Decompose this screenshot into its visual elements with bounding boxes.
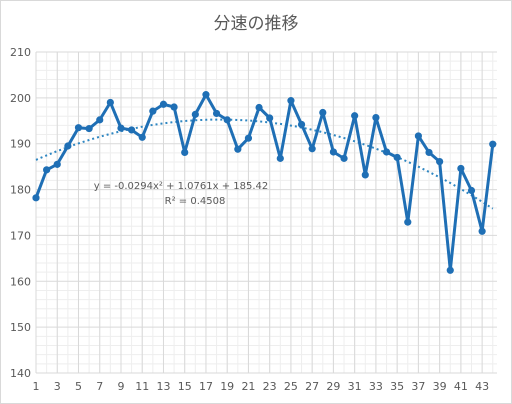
trendline-path bbox=[35, 118, 494, 210]
data-point bbox=[446, 266, 454, 274]
y-tick-label: 140 bbox=[10, 367, 31, 380]
data-point bbox=[43, 166, 51, 174]
x-tick-label: 19 bbox=[220, 380, 234, 393]
x-tick-label: 11 bbox=[135, 380, 149, 393]
data-point bbox=[170, 103, 178, 111]
data-point bbox=[149, 107, 157, 115]
data-point bbox=[138, 133, 146, 141]
x-tick-label: 3 bbox=[54, 380, 61, 393]
x-axis-ticks: 1 3 5 7 9 11 13 15 17 19 21 23 25 27 29 31 33 35 37 39 41 43 bbox=[33, 380, 490, 393]
grid-major bbox=[35, 51, 497, 374]
data-point bbox=[414, 132, 422, 140]
data-point bbox=[393, 153, 401, 162]
y-tick-label: 150 bbox=[10, 321, 31, 334]
x-tick-label: 7 bbox=[96, 380, 103, 393]
x-tick-label: 31 bbox=[348, 380, 362, 393]
data-point bbox=[53, 160, 61, 168]
data-point bbox=[266, 114, 274, 122]
y-tick-label: 170 bbox=[10, 229, 31, 242]
data-point bbox=[425, 148, 433, 157]
trendline-r2: R² = 0.4508 bbox=[165, 196, 226, 207]
chart-title: 分速の推移 bbox=[214, 14, 299, 34]
y-tick-label: 200 bbox=[10, 92, 31, 105]
series-points-group bbox=[32, 91, 497, 274]
series-line-group bbox=[34, 93, 495, 272]
data-point bbox=[404, 218, 412, 226]
trendline-equation: y = -0.0294x² + 1.0761x + 185.42 bbox=[94, 181, 269, 192]
x-tick-label: 23 bbox=[263, 380, 277, 393]
data-point bbox=[467, 186, 476, 195]
trendline bbox=[35, 118, 494, 210]
data-point bbox=[64, 142, 72, 150]
data-point bbox=[319, 108, 327, 117]
data-point bbox=[287, 97, 295, 105]
x-tick-label: 33 bbox=[369, 380, 383, 393]
data-point bbox=[489, 140, 497, 148]
x-tick-label: 15 bbox=[178, 380, 192, 393]
data-point bbox=[212, 109, 221, 118]
x-tick-label: 43 bbox=[475, 380, 489, 393]
x-tick-label: 29 bbox=[326, 380, 340, 393]
x-tick-label: 41 bbox=[454, 380, 468, 393]
data-point bbox=[382, 148, 391, 156]
data-point bbox=[223, 116, 231, 124]
data-point bbox=[234, 145, 242, 153]
data-point bbox=[74, 124, 83, 132]
x-tick-label: 35 bbox=[390, 380, 404, 393]
data-point bbox=[340, 154, 348, 162]
data-point bbox=[181, 148, 189, 157]
data-point bbox=[351, 112, 359, 120]
data-point bbox=[117, 124, 125, 132]
data-point bbox=[159, 100, 168, 108]
data-point bbox=[191, 110, 199, 118]
y-tick-label: 190 bbox=[10, 138, 31, 151]
data-point bbox=[436, 157, 444, 166]
data-point bbox=[329, 148, 338, 156]
grid-minor bbox=[35, 52, 497, 373]
series-line bbox=[34, 93, 495, 272]
data-point bbox=[308, 145, 316, 153]
data-point bbox=[106, 98, 114, 107]
data-point bbox=[202, 91, 210, 99]
y-axis-ticks: 140 150 160 170 180 190 200 210 bbox=[10, 46, 31, 380]
y-tick-label: 210 bbox=[10, 46, 31, 59]
data-point bbox=[255, 103, 263, 112]
x-tick-label: 5 bbox=[75, 380, 82, 393]
x-tick-label: 37 bbox=[411, 380, 425, 393]
x-tick-label: 39 bbox=[433, 380, 447, 393]
data-point bbox=[276, 154, 284, 162]
y-tick-label: 160 bbox=[10, 275, 31, 288]
data-point bbox=[85, 124, 93, 133]
x-tick-label: 27 bbox=[305, 380, 319, 393]
x-tick-label: 1 bbox=[33, 380, 40, 393]
data-point bbox=[96, 116, 104, 124]
x-tick-label: 21 bbox=[241, 380, 255, 393]
data-point bbox=[244, 134, 253, 142]
x-tick-label: 17 bbox=[199, 380, 213, 393]
x-tick-label: 25 bbox=[284, 380, 298, 393]
data-point bbox=[127, 126, 136, 134]
data-point bbox=[478, 227, 486, 235]
data-point bbox=[361, 171, 369, 179]
data-point bbox=[372, 113, 380, 122]
data-point bbox=[297, 120, 306, 129]
y-tick-label: 180 bbox=[10, 184, 31, 197]
data-point bbox=[32, 194, 40, 202]
x-tick-label: 13 bbox=[156, 380, 170, 393]
x-tick-label: 9 bbox=[117, 380, 124, 393]
data-point bbox=[457, 164, 465, 173]
